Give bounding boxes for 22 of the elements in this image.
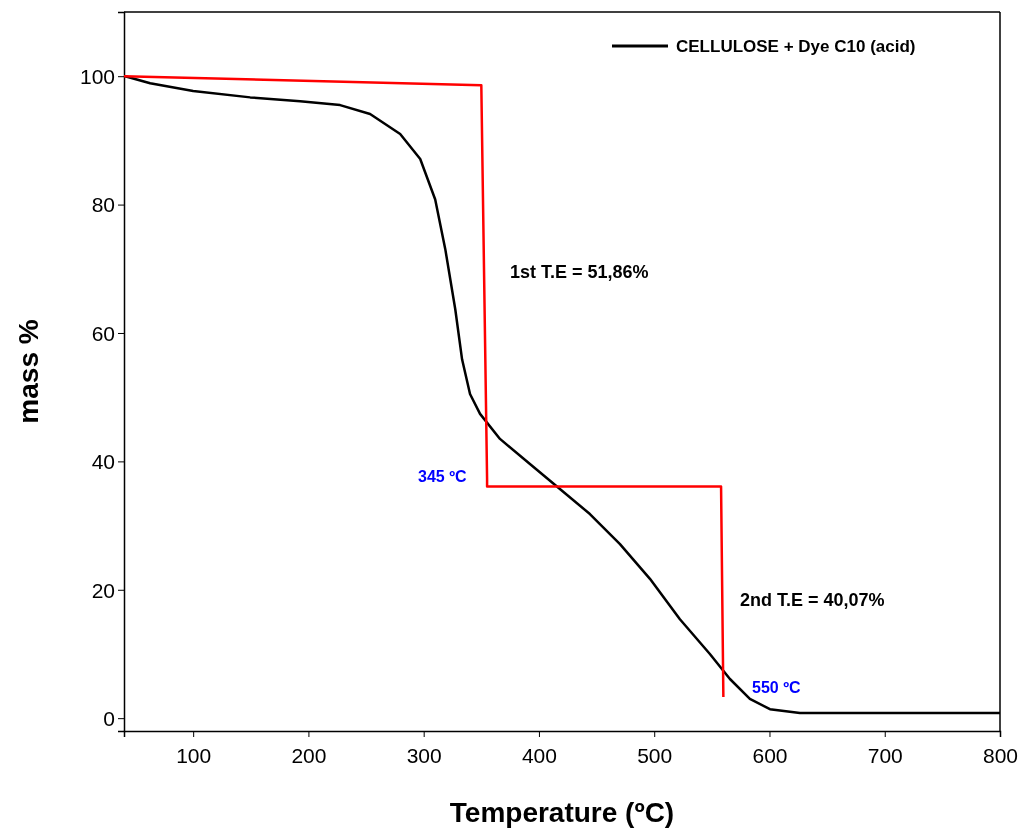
x-tick-label: 500 <box>637 744 673 768</box>
legend-label: CELLULOSE + Dye C10 (acid) <box>676 37 916 56</box>
y-axis-title: mass % <box>13 319 44 424</box>
x-tick-label: 800 <box>982 744 1019 768</box>
x-tick-label: 300 <box>406 744 442 768</box>
y-tick-label: 0 <box>103 707 115 731</box>
x-tick-label: 200 <box>291 744 327 768</box>
annotation: 1st T.E = 51,86% <box>510 262 649 282</box>
x-axis-title: Temperature (ºC) <box>449 797 675 828</box>
y-tick-label: 80 <box>91 193 115 217</box>
x-tick-label: 700 <box>867 744 903 768</box>
y-tick-label: 100 <box>79 65 115 89</box>
annotation: 550 ºC <box>752 679 801 696</box>
x-tick-label: 400 <box>521 744 557 768</box>
annotation: 345 ºC <box>418 468 467 485</box>
annotation: 2nd T.E = 40,07% <box>740 590 885 610</box>
line-series <box>122 74 725 699</box>
y-tick-label: 40 <box>91 450 115 474</box>
x-tick-label: 100 <box>176 744 212 768</box>
x-tick-label: 600 <box>752 744 788 768</box>
y-tick-label: 60 <box>91 321 115 345</box>
y-tick-label: 20 <box>91 578 115 602</box>
